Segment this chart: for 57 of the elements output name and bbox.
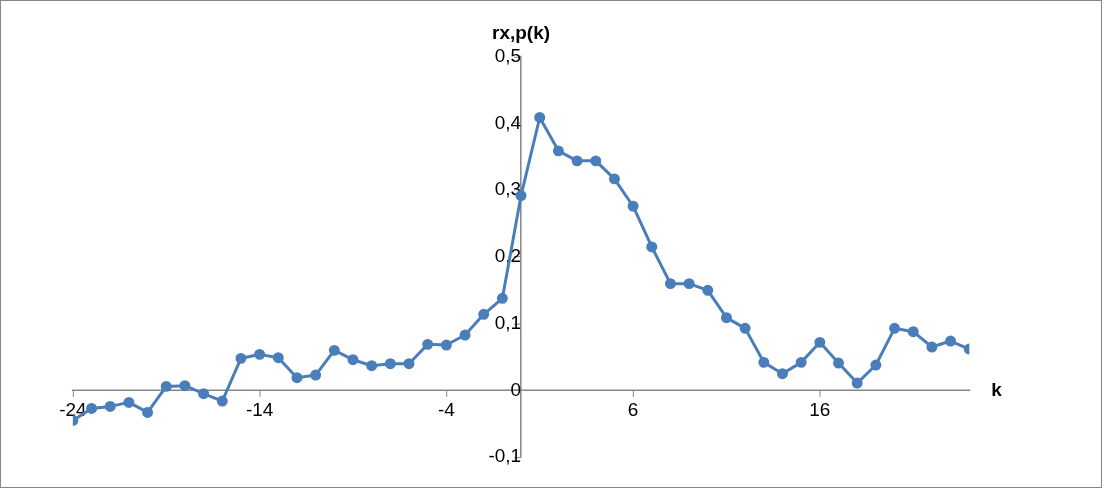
point [235,352,247,364]
point [123,396,135,408]
point [86,402,98,414]
point [608,173,620,185]
y-tick-label: 0,1 [494,311,522,333]
x-tick-label: -4 [437,398,455,420]
x-tick-label: 16 [809,398,831,420]
point [627,200,639,212]
point [310,369,322,381]
point [198,388,210,400]
y-tick-label: 0 [510,378,522,400]
point [945,335,957,347]
x-tick-label: 6 [627,398,639,420]
point [833,357,845,369]
point [534,112,546,123]
point [478,308,490,320]
point [664,278,676,290]
point [926,341,938,353]
point [291,372,303,384]
y-axis-title: rx,p(k) [492,21,551,43]
point [646,241,658,253]
point [889,322,901,334]
point [571,155,583,167]
point [702,284,714,296]
point [216,395,228,407]
point [739,322,751,334]
point [777,368,788,380]
point [552,145,564,157]
point [590,155,602,167]
point [384,358,396,370]
point [758,356,770,368]
point [496,292,508,304]
point [142,406,154,418]
y-tick-label: 0,4 [494,111,522,133]
point [347,354,359,366]
point [720,312,732,324]
point [795,356,807,368]
point [366,360,378,372]
point [328,344,340,356]
point [440,339,452,351]
point [403,358,415,370]
point [814,336,826,348]
y-tick-label: -0,1 [488,445,522,467]
y-tick-label: 0,5 [494,45,522,66]
point [683,278,695,290]
point [870,359,882,371]
point [422,338,434,350]
point [179,380,191,392]
point [272,352,284,364]
x-tick-label: -14 [245,398,274,420]
x-axis-title: k [991,378,1003,400]
point [851,377,863,389]
point [254,348,266,360]
point [104,400,116,412]
point [160,380,172,392]
point [907,326,919,338]
point [459,329,471,341]
